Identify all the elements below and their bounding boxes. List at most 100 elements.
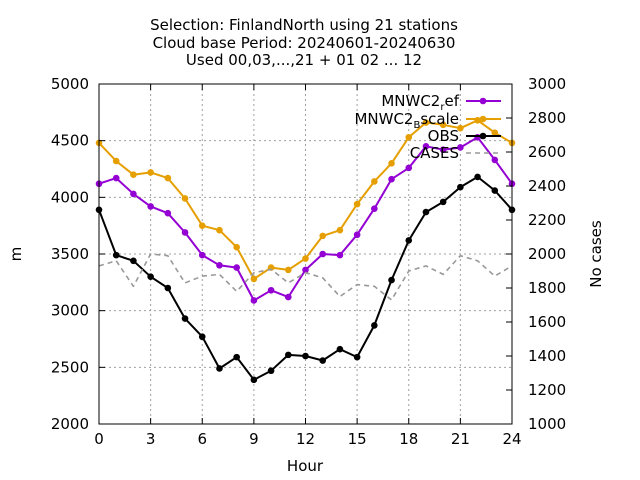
x-tick-label: 0: [94, 430, 104, 448]
data-point-obs: [336, 345, 344, 353]
legend-label-mnwc2-ref: MNWC2ref: [381, 92, 459, 113]
data-point-obs: [491, 187, 499, 194]
x-tick-label: 3: [146, 430, 156, 448]
data-point-mnwc2-ref: [353, 231, 361, 239]
legend-label-mnwc2-bscale: MNWC2Bscale: [354, 110, 459, 131]
y2-tick-label: 1800: [528, 279, 566, 297]
data-point-mnwc2-bscale: [371, 178, 378, 185]
data-point-mnwc2-bscale: [164, 174, 172, 182]
data-point-obs: [284, 351, 292, 359]
data-point-mnwc2-bscale: [198, 222, 206, 229]
data-point-obs: [457, 183, 464, 191]
data-point-obs: [319, 357, 327, 364]
data-point-mnwc2-bscale: [491, 129, 499, 137]
y2-tick-label: 1400: [528, 347, 566, 365]
y2-tick-label: 1200: [528, 381, 566, 399]
data-point-obs: [250, 376, 258, 384]
data-point-mnwc2-bscale: [302, 255, 309, 262]
data-point-mnwc2-bscale: [405, 133, 413, 141]
y2-tick-label: 2000: [528, 245, 566, 263]
y-tick-label: 2500: [51, 358, 89, 376]
data-point-obs: [147, 273, 154, 280]
data-point-mnwc2-bscale: [439, 121, 447, 129]
x-tick-label: 18: [399, 430, 418, 448]
y-tick-label: 3500: [51, 245, 89, 263]
data-point-mnwc2-ref: [457, 144, 464, 151]
data-point-mnwc2-ref: [405, 164, 413, 172]
y2-tick-label: 1600: [528, 313, 566, 331]
axis-ticks: 0 3 6 9 12 15 18 21 24 2000 2500 3000 3500 4000 4500 50…: [51, 75, 566, 448]
data-point-mnwc2-ref: [164, 209, 172, 217]
data-point-mnwc2-bscale: [457, 124, 464, 132]
data-point-mnwc2-bscale: [130, 171, 137, 178]
data-point-mnwc2-ref: [233, 264, 240, 271]
data-point-obs: [302, 352, 309, 360]
data-point-mnwc2-ref: [216, 262, 223, 269]
x-tick-label: 24: [502, 430, 521, 448]
data-point-mnwc2-ref: [181, 229, 189, 236]
data-point-mnwc2-bscale: [181, 195, 189, 202]
y2-tick-label: 2400: [528, 177, 566, 195]
data-point-mnwc2-ref: [250, 297, 258, 304]
x-tick-label: 9: [249, 430, 259, 448]
chart-title-line-3: Used 00,03,...,21 + 01 02 ... 12: [186, 51, 422, 69]
y-tick-label: 4000: [51, 188, 89, 206]
data-point-obs: [405, 237, 413, 244]
data-point-mnwc2-bscale: [319, 232, 327, 240]
data-point-obs: [267, 367, 275, 375]
data-point-mnwc2-ref: [112, 174, 120, 182]
chart-title: Selection: FinlandNorth using 21 station…: [150, 16, 458, 69]
data-point-mnwc2-ref: [130, 190, 137, 198]
data-point-mnwc2-bscale: [422, 119, 430, 126]
legend-label-obs: OBS: [428, 127, 459, 145]
y2-tick-label: 2800: [528, 109, 566, 127]
data-point-mnwc2-ref: [267, 286, 275, 294]
x-tick-label: 12: [296, 430, 315, 448]
data-point-mnwc2-bscale: [284, 266, 292, 274]
data-point-mnwc2-bscale: [147, 169, 154, 176]
legend-marker-mnwc2-ref: [479, 97, 487, 105]
data-point-obs: [181, 315, 189, 322]
data-point-mnwc2-ref: [422, 143, 430, 150]
chart-title-line-1: Selection: FinlandNorth using 21 station…: [150, 16, 458, 34]
data-point-mnwc2-ref: [491, 156, 499, 164]
data-point-mnwc2-ref: [147, 203, 154, 210]
y-tick-label: 5000: [51, 75, 89, 93]
data-point-mnwc2-ref: [319, 250, 327, 258]
y2-tick-label: 1000: [528, 415, 566, 433]
data-point-obs: [216, 365, 223, 372]
y2-tick-label: 3000: [528, 75, 566, 93]
data-point-obs: [233, 353, 240, 361]
data-point-obs: [130, 257, 137, 265]
data-point-obs: [474, 173, 481, 181]
y2-tick-label: 2200: [528, 211, 566, 229]
series-layer: [95, 116, 516, 384]
x-tick-label: 15: [348, 430, 367, 448]
data-point-mnwc2-ref: [302, 266, 309, 274]
x-axis-label: Hour: [287, 457, 324, 475]
data-point-mnwc2-bscale: [216, 226, 223, 234]
data-point-mnwc2-ref: [336, 251, 344, 259]
data-point-mnwc2-ref: [284, 293, 292, 301]
data-point-mnwc2-ref: [371, 205, 378, 212]
y2-axis-label: No cases: [587, 220, 605, 288]
x-tick-label: 21: [451, 430, 470, 448]
data-point-obs: [198, 333, 206, 341]
legend-label-cases: CASES: [410, 144, 459, 162]
data-point-mnwc2-bscale: [388, 160, 395, 167]
data-point-obs: [388, 276, 395, 284]
y-tick-label: 3000: [51, 302, 89, 320]
data-point-mnwc2-bscale: [250, 275, 258, 283]
data-point-obs: [353, 353, 361, 361]
data-point-obs: [371, 322, 378, 329]
data-point-obs: [112, 251, 120, 259]
y-tick-label: 2000: [51, 415, 89, 433]
data-point-mnwc2-ref: [198, 251, 206, 259]
series-line-cases: [98, 253, 513, 301]
data-point-mnwc2-bscale: [353, 200, 361, 208]
legend-marker-mnwc2-bscale: [479, 115, 487, 123]
data-point-mnwc2-ref: [388, 175, 395, 183]
y-axis-label: m: [7, 247, 25, 262]
data-point-mnwc2-bscale: [233, 243, 240, 251]
